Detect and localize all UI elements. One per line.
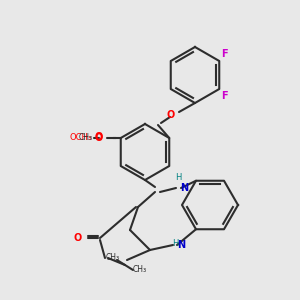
Text: O: O (94, 133, 103, 143)
Text: CH₃: CH₃ (133, 266, 147, 274)
Text: F: F (221, 49, 228, 59)
Text: H: H (172, 239, 178, 248)
Text: OCH₃: OCH₃ (70, 134, 92, 142)
Text: F: F (221, 91, 228, 101)
Text: O: O (167, 110, 175, 120)
Text: N: N (180, 183, 188, 193)
Text: H: H (175, 173, 181, 182)
Text: CH₃: CH₃ (106, 253, 120, 262)
Text: CH₃: CH₃ (79, 133, 93, 142)
Text: O: O (74, 233, 82, 243)
Text: N: N (177, 240, 185, 250)
Text: O: O (94, 132, 103, 142)
